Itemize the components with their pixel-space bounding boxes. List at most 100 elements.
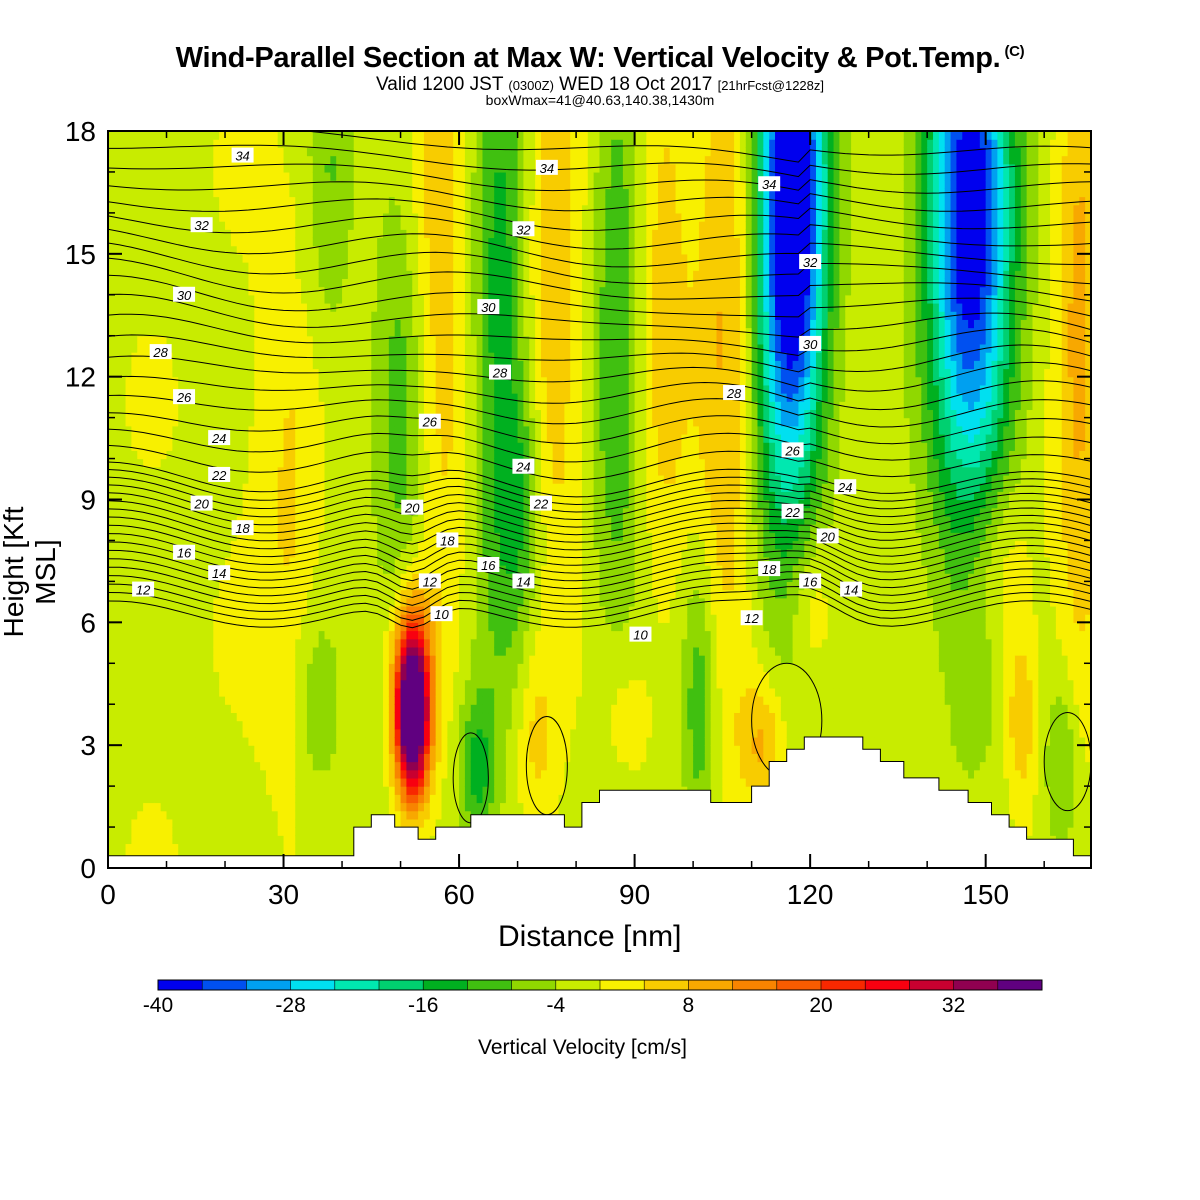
- x-tick-label: 30: [268, 879, 299, 910]
- colorbar-swatch: [467, 980, 513, 990]
- colorbar-tick-label: -40: [143, 994, 173, 1017]
- contour-label: 12: [740, 610, 763, 626]
- colorbar-swatch: [511, 980, 557, 990]
- contour-label: 26: [781, 442, 804, 458]
- colorbar-label: Vertical Velocity [cm/s]: [478, 1036, 687, 1059]
- colorbar-swatch: [865, 980, 910, 990]
- isentrope-line: [108, 492, 1091, 528]
- x-tick-label: 60: [443, 879, 474, 910]
- isentrope-line: [108, 375, 1091, 411]
- colorbar-swatch: [644, 980, 689, 990]
- isentrope-line: [108, 181, 1091, 212]
- contour-label: 20: [190, 495, 213, 512]
- colorbar-swatch: [334, 980, 380, 990]
- isentrope-line: [108, 313, 1091, 357]
- isentrope-line: [108, 500, 1091, 536]
- contour-label: 20: [401, 499, 424, 516]
- chart-subtitle: boxWmax=41@40.63,140.38,1430m: [485, 92, 715, 108]
- contour-label: 10: [430, 606, 453, 622]
- isentrope-line: [108, 533, 1091, 566]
- isentrope-line: [108, 394, 1091, 428]
- isentrope-line: [108, 412, 1091, 445]
- contour-label: 14: [208, 565, 231, 581]
- contour-label: 32: [799, 254, 822, 270]
- isentrope-line: [108, 228, 1091, 268]
- isentrope-line: [108, 541, 1091, 574]
- isentrope-contours: [108, 131, 1091, 824]
- isentrope-line: [108, 563, 1091, 598]
- colorbar-swatch: [997, 980, 1043, 990]
- y-tick-label: 3: [80, 730, 96, 761]
- axes: 0 30 60 90 120 150 0 3 6 9 12 15 18: [65, 116, 1091, 910]
- colorbar-tick-label: -16: [408, 994, 438, 1017]
- contour-label: 34: [535, 159, 558, 176]
- isentrope-line: [300, 131, 1091, 163]
- contour-label: 24: [834, 479, 857, 495]
- contour-label: 18: [436, 532, 459, 548]
- contour-label: 14: [840, 581, 863, 598]
- isentrope-line: [108, 571, 1091, 606]
- y-tick-label: 0: [80, 853, 96, 884]
- x-tick-label: 120: [787, 879, 834, 910]
- colorbar-swatch: [423, 980, 468, 990]
- isentrope-line: [108, 242, 1091, 285]
- y-tick-label: 6: [80, 607, 96, 638]
- colorbar-swatch: [202, 980, 247, 990]
- colorbar-swatch: [555, 980, 601, 990]
- colorbar-swatch: [776, 980, 822, 990]
- x-tick-label: 90: [619, 879, 650, 910]
- y-tick-label: 15: [65, 239, 96, 270]
- isentrope-line: [108, 293, 1091, 338]
- contour-label: 24: [512, 458, 535, 475]
- y-tick-label: 9: [80, 485, 96, 516]
- isentrope-line: [108, 163, 1091, 194]
- colorbar-swatch: [379, 980, 424, 990]
- isentrope-line: [108, 524, 1091, 559]
- colorbar-swatch: [909, 980, 955, 990]
- contour-label: 34: [758, 176, 781, 192]
- colorbar-tick-label: -28: [275, 994, 305, 1017]
- isentrope-line: [108, 198, 1091, 231]
- terrain-profile: [108, 736, 1091, 868]
- contour-label: 10: [629, 626, 652, 643]
- chart-title: Wind-Parallel Section at Max W: Vertical…: [175, 42, 1025, 74]
- contour-label: 12: [132, 581, 155, 598]
- colorbar-swatch: [158, 980, 203, 990]
- contour-label: 26: [418, 413, 441, 430]
- isentrope-line: [108, 257, 1091, 302]
- contour-label: 24: [208, 430, 231, 446]
- isentrope-line: [108, 484, 1091, 521]
- valid-time: Valid 1200 JST (0300Z) WED 18 Oct 2017 […: [375, 74, 825, 95]
- colorbar-swatch: [732, 980, 778, 990]
- contour-label: 22: [529, 495, 552, 512]
- contour-label: 16: [799, 573, 822, 589]
- colorbar-swatch: [821, 980, 866, 990]
- colorbar-swatch: [600, 980, 645, 990]
- isentrope-line: [108, 355, 1091, 392]
- isentrope-line: [108, 578, 1091, 614]
- contour-label: 22: [781, 503, 804, 520]
- colorbar-tick-label: -4: [546, 994, 565, 1017]
- contour-label: 20: [816, 528, 839, 544]
- isentrope-line: [108, 444, 1091, 481]
- contour-label: 22: [208, 466, 231, 483]
- contour-label: 32: [512, 221, 535, 237]
- x-axis-label: Distance [nm]: [498, 920, 682, 953]
- contour-label: 14: [512, 573, 535, 589]
- colorbar-swatch: [688, 980, 734, 990]
- isentrope-line: [108, 469, 1091, 506]
- colorbar-tick-label: 32: [942, 994, 965, 1017]
- isentrope-line: [108, 594, 1091, 629]
- isentrope-line: [108, 585, 1091, 621]
- isentrope-line: [108, 516, 1091, 551]
- isentrope-line: [108, 549, 1091, 582]
- colorbar-swatch: [290, 980, 336, 990]
- copyright-mark: (C): [1004, 43, 1025, 61]
- y-tick-label: 18: [65, 116, 96, 147]
- isentrope-line: [108, 334, 1091, 373]
- isentrope-line: [108, 476, 1091, 513]
- colorbar-swatch: [953, 980, 999, 990]
- contour-label: 30: [799, 335, 822, 352]
- contour-label: 28: [149, 344, 172, 360]
